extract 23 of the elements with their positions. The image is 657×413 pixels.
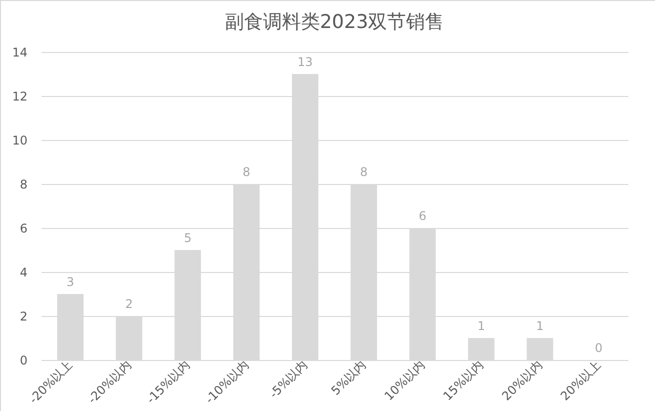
data-label: 3 [66,275,74,289]
y-tick-label: 4 [20,266,28,280]
y-tick-label: 14 [12,46,28,60]
bar [526,338,554,360]
y-tick-label: 10 [12,134,28,148]
data-label: 1 [536,319,544,333]
data-label: 6 [418,209,426,223]
x-tick-label: -5%以内 [266,358,310,401]
y-tick-label: 2 [20,310,28,324]
y-tick-label: 12 [12,90,28,104]
bar [468,338,494,360]
data-label: 0 [594,341,602,355]
data-label: 8 [242,165,250,179]
data-label: 5 [184,231,192,245]
chart-title: 副食调料类2023双节销售 [224,11,444,33]
y-tick-label: 6 [20,222,28,236]
data-label: 8 [360,165,368,179]
data-label: 13 [298,55,313,69]
x-tick-label: 5%以内 [328,358,369,398]
data-label: 2 [125,297,133,311]
data-label: 1 [477,319,486,333]
y-tick-label: 8 [20,178,28,192]
y-tick-label: 0 [20,354,28,368]
